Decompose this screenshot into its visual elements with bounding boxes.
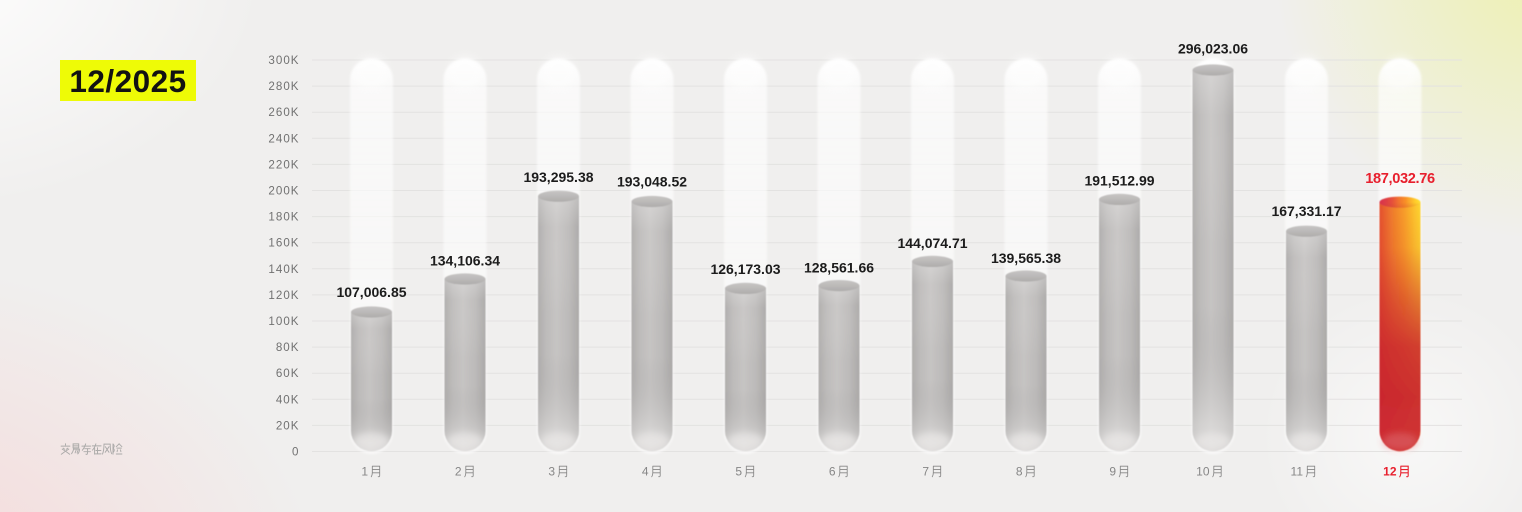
svg-text:40K: 40K bbox=[276, 393, 300, 406]
svg-text:140K: 140K bbox=[268, 263, 299, 276]
svg-text:20K: 20K bbox=[276, 419, 300, 432]
svg-text:280K: 280K bbox=[268, 80, 299, 93]
svg-text:100K: 100K bbox=[268, 315, 299, 328]
svg-text:200K: 200K bbox=[268, 185, 299, 198]
svg-text:180K: 180K bbox=[268, 211, 299, 224]
svg-text:134,106.34: 134,106.34 bbox=[430, 253, 500, 269]
svg-text:107,006.85: 107,006.85 bbox=[336, 284, 406, 300]
svg-text:187,032.76: 187,032.76 bbox=[1365, 171, 1435, 187]
svg-text:80K: 80K bbox=[276, 341, 300, 354]
svg-text:9: 9 bbox=[1109, 465, 1116, 479]
svg-text:191,512.99: 191,512.99 bbox=[1084, 173, 1154, 189]
svg-text:120K: 120K bbox=[268, 289, 299, 302]
svg-text:0: 0 bbox=[292, 446, 299, 459]
svg-text:8: 8 bbox=[1016, 465, 1023, 479]
svg-text:167,331.17: 167,331.17 bbox=[1271, 203, 1341, 219]
svg-text:160K: 160K bbox=[268, 237, 299, 250]
svg-text:2: 2 bbox=[455, 465, 462, 479]
svg-text:3: 3 bbox=[548, 465, 555, 479]
svg-text:1: 1 bbox=[361, 465, 368, 479]
svg-text:6: 6 bbox=[829, 465, 836, 479]
svg-text:128,561.66: 128,561.66 bbox=[804, 260, 874, 276]
svg-text:10: 10 bbox=[1196, 465, 1210, 479]
svg-text:300K: 300K bbox=[268, 54, 299, 67]
svg-text:220K: 220K bbox=[268, 158, 299, 171]
svg-text:139,565.38: 139,565.38 bbox=[991, 250, 1061, 266]
svg-text:126,173.03: 126,173.03 bbox=[710, 261, 780, 277]
svg-text:260K: 260K bbox=[268, 106, 299, 119]
svg-text:296,023.06: 296,023.06 bbox=[1178, 41, 1248, 57]
svg-text:12: 12 bbox=[1383, 465, 1397, 479]
svg-text:60K: 60K bbox=[276, 367, 300, 380]
svg-text:7: 7 bbox=[922, 465, 929, 479]
svg-text:11: 11 bbox=[1291, 465, 1304, 479]
svg-text:144,074.71: 144,074.71 bbox=[897, 235, 967, 251]
svg-text:240K: 240K bbox=[268, 132, 299, 145]
svg-text:4: 4 bbox=[642, 465, 649, 479]
svg-text:193,295.38: 193,295.38 bbox=[523, 169, 593, 185]
svg-text:193,048.52: 193,048.52 bbox=[617, 174, 687, 190]
svg-text:5: 5 bbox=[735, 465, 742, 479]
